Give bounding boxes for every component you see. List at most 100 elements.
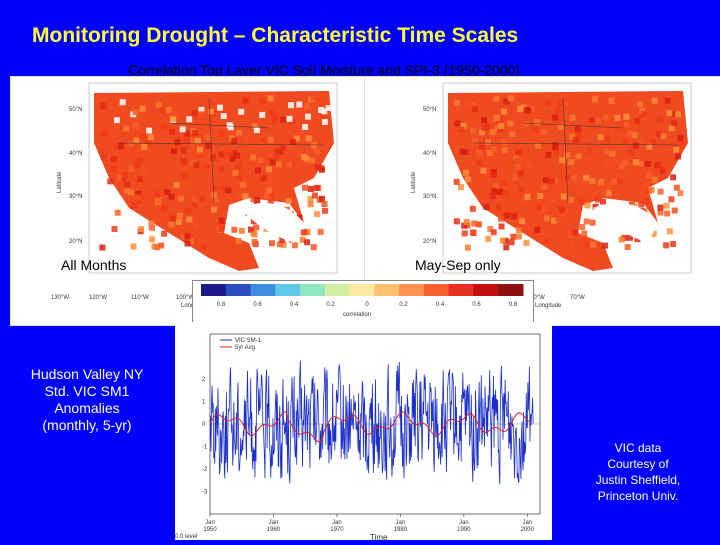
border-lines bbox=[472, 97, 679, 204]
grid-cell bbox=[510, 233, 517, 240]
grid-cell bbox=[663, 242, 670, 249]
grid-cell bbox=[203, 162, 210, 169]
grid-cell bbox=[158, 242, 165, 249]
grid-cell bbox=[302, 124, 309, 131]
grid-cell bbox=[174, 139, 181, 146]
grid-cell bbox=[286, 115, 293, 122]
grid-cell bbox=[601, 125, 608, 132]
grid-cell bbox=[651, 97, 658, 104]
grid-cell bbox=[304, 239, 311, 246]
grid-cell bbox=[640, 110, 647, 117]
grid-cell bbox=[527, 162, 534, 169]
grid-cell bbox=[454, 120, 461, 127]
grid-cell bbox=[308, 157, 315, 164]
y-tick-label: 0 bbox=[202, 422, 206, 428]
x-tick-label: Jan bbox=[205, 520, 215, 526]
grid-cell bbox=[565, 244, 572, 251]
grid-cell bbox=[500, 139, 507, 146]
grid-cell bbox=[321, 108, 328, 115]
grid-cell bbox=[470, 229, 477, 236]
grid-cell bbox=[514, 164, 521, 171]
grid-cell bbox=[141, 144, 148, 151]
grid-cell bbox=[643, 183, 650, 190]
grid-cell bbox=[540, 128, 547, 135]
grid-cell bbox=[657, 116, 664, 123]
correlation-colorbar: 0.8 0.6 0.4 0.2 0 0.2 0.4 0.6 0.8 correlation bbox=[192, 280, 534, 326]
grid-cell bbox=[503, 212, 510, 219]
grid-cell bbox=[132, 108, 139, 115]
grid-cell bbox=[471, 220, 478, 227]
grid-cell bbox=[523, 120, 530, 127]
grid-cell bbox=[253, 224, 260, 231]
grid-cell bbox=[580, 180, 587, 187]
grid-cell bbox=[289, 139, 296, 146]
grid-cell bbox=[322, 207, 329, 214]
grid-cell bbox=[280, 116, 287, 123]
grid-cell bbox=[673, 184, 680, 191]
map-may-sep-label: May-Sep only bbox=[415, 257, 501, 273]
grid-cell bbox=[164, 189, 171, 196]
grid-cell bbox=[168, 193, 175, 200]
grid-cell bbox=[242, 135, 249, 142]
grid-cell bbox=[210, 206, 217, 213]
grid-cell bbox=[253, 127, 260, 134]
colorbar-swatch bbox=[374, 284, 400, 296]
grid-cell bbox=[462, 169, 469, 176]
y-tick-label: 2 bbox=[202, 377, 206, 383]
grid-cell bbox=[133, 137, 140, 144]
grid-cell bbox=[510, 213, 517, 220]
grid-cell bbox=[498, 223, 505, 230]
colorbar-swatch bbox=[349, 284, 375, 296]
grid-cell bbox=[296, 101, 303, 108]
grid-cell bbox=[497, 116, 504, 123]
grid-cell bbox=[501, 147, 508, 154]
grid-cell bbox=[99, 244, 106, 251]
grid-cell bbox=[569, 133, 576, 140]
credit-line: Justin Sheffield, bbox=[595, 473, 681, 487]
grid-cell bbox=[198, 111, 205, 118]
grid-cell bbox=[135, 190, 142, 197]
grid-cell bbox=[491, 188, 498, 195]
grid-cell bbox=[515, 149, 522, 156]
grid-cell bbox=[311, 192, 318, 199]
grid-cell bbox=[609, 150, 616, 157]
grid-cell bbox=[583, 174, 590, 181]
grid-cell bbox=[186, 216, 193, 223]
grid-cell bbox=[247, 226, 254, 233]
grid-cell bbox=[138, 226, 145, 233]
x-axis-label: Longitude bbox=[535, 303, 562, 309]
colorbar-tick-label: 0.8 bbox=[509, 302, 518, 308]
x-tick-label: Jan bbox=[522, 520, 532, 526]
grid-cell bbox=[193, 161, 200, 168]
grid-cell bbox=[493, 95, 500, 102]
grid-cell bbox=[564, 152, 571, 159]
grid-cell bbox=[626, 130, 633, 137]
grid-cell bbox=[666, 110, 673, 117]
grid-cell bbox=[124, 181, 131, 188]
grid-cell bbox=[267, 95, 274, 102]
grid-cell bbox=[210, 185, 217, 192]
grid-cell bbox=[293, 135, 300, 142]
grid-cell bbox=[554, 107, 561, 114]
colorbar-tick-label: 0.8 bbox=[217, 302, 226, 308]
grid-cell bbox=[500, 179, 507, 186]
grid-cell bbox=[575, 131, 582, 138]
grid-cell bbox=[225, 187, 232, 194]
grid-cell bbox=[469, 205, 476, 212]
grid-cell bbox=[218, 217, 225, 224]
grid-cell bbox=[184, 130, 191, 137]
grid-cell bbox=[180, 147, 187, 154]
grid-cell bbox=[657, 209, 664, 216]
grid-cell bbox=[486, 150, 493, 157]
grid-cell bbox=[156, 196, 163, 203]
grid-cell bbox=[169, 128, 176, 135]
grid-cell bbox=[310, 244, 317, 251]
lon-tick-label: 120°W bbox=[89, 295, 107, 301]
grid-cell bbox=[269, 152, 276, 159]
grid-cell bbox=[484, 139, 491, 146]
colorbar-swatch bbox=[201, 284, 227, 296]
grid-cell bbox=[542, 177, 549, 184]
grid-cell bbox=[239, 176, 246, 183]
grid-cell bbox=[677, 190, 684, 197]
grid-cell bbox=[487, 225, 494, 232]
